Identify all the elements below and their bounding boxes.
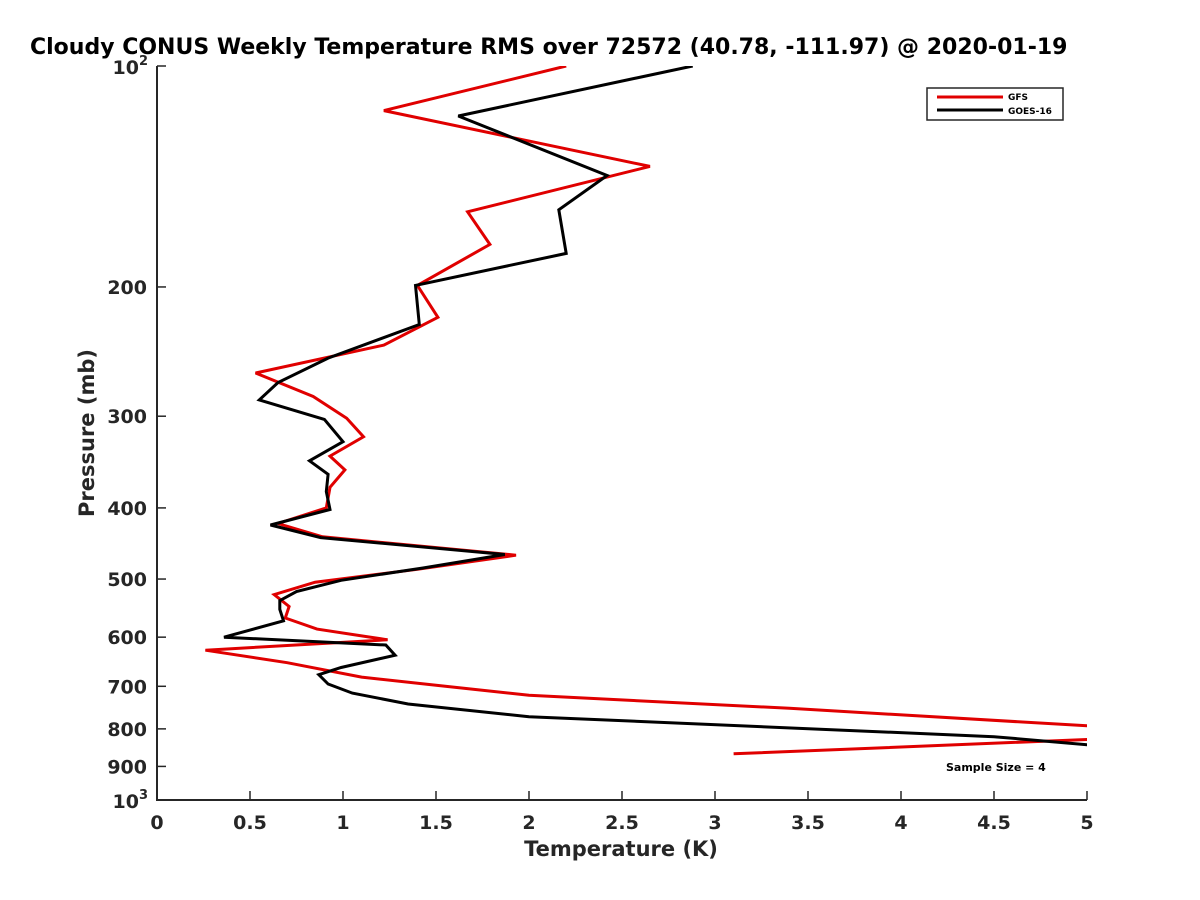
y-tick-label: 900 — [107, 756, 147, 778]
x-tick-label: 2 — [522, 812, 535, 834]
x-tick-label: 4.5 — [977, 812, 1011, 834]
plot-axes — [156, 66, 1087, 801]
y-tick-label: 103 — [113, 788, 149, 813]
legend-label-goes16: GOES-16 — [1008, 107, 1052, 117]
x-tick-label: 5 — [1080, 812, 1093, 834]
y-tick-label: 200 — [107, 277, 147, 299]
y-tick-label: 102 — [113, 54, 149, 79]
x-tick-label: 3.5 — [791, 812, 825, 834]
x-tick-label: 4 — [894, 812, 907, 834]
y-tick-label: 800 — [107, 719, 147, 741]
x-tick-label: 0 — [150, 812, 163, 834]
y-tick-label: 400 — [107, 498, 147, 520]
chart-title: Cloudy CONUS Weekly Temperature RMS over… — [30, 35, 1067, 60]
series-line-goes16 — [223, 66, 1087, 747]
x-tick-label: 1.5 — [419, 812, 453, 834]
y-axis-label: Pressure (mb) — [75, 349, 99, 517]
y-tick-label: 600 — [107, 627, 147, 649]
x-axis-label: Temperature (K) — [524, 837, 718, 861]
legend-box — [926, 87, 1064, 121]
legend: GFS GOES-16 — [926, 87, 1064, 121]
plot-lines — [205, 66, 1087, 756]
x-tick-label: 1 — [336, 812, 349, 834]
x-axis: 0 0.5 1 1.5 2 2.5 3 3.5 4 4.5 5 — [150, 791, 1094, 834]
y-axis: 102 200 300 400 500 600 700 800 900 103 — [107, 54, 166, 813]
y-tick-label: 700 — [107, 676, 147, 698]
sample-size-annotation: Sample Size = 4 — [946, 761, 1046, 774]
x-tick-label: 2.5 — [605, 812, 639, 834]
y-tick-label: 500 — [107, 569, 147, 591]
legend-label-gfs: GFS — [1008, 93, 1028, 103]
series-line-gfs — [205, 66, 1087, 756]
x-tick-label: 0.5 — [233, 812, 267, 834]
y-tick-label: 300 — [107, 406, 147, 428]
x-tick-label: 3 — [708, 812, 721, 834]
